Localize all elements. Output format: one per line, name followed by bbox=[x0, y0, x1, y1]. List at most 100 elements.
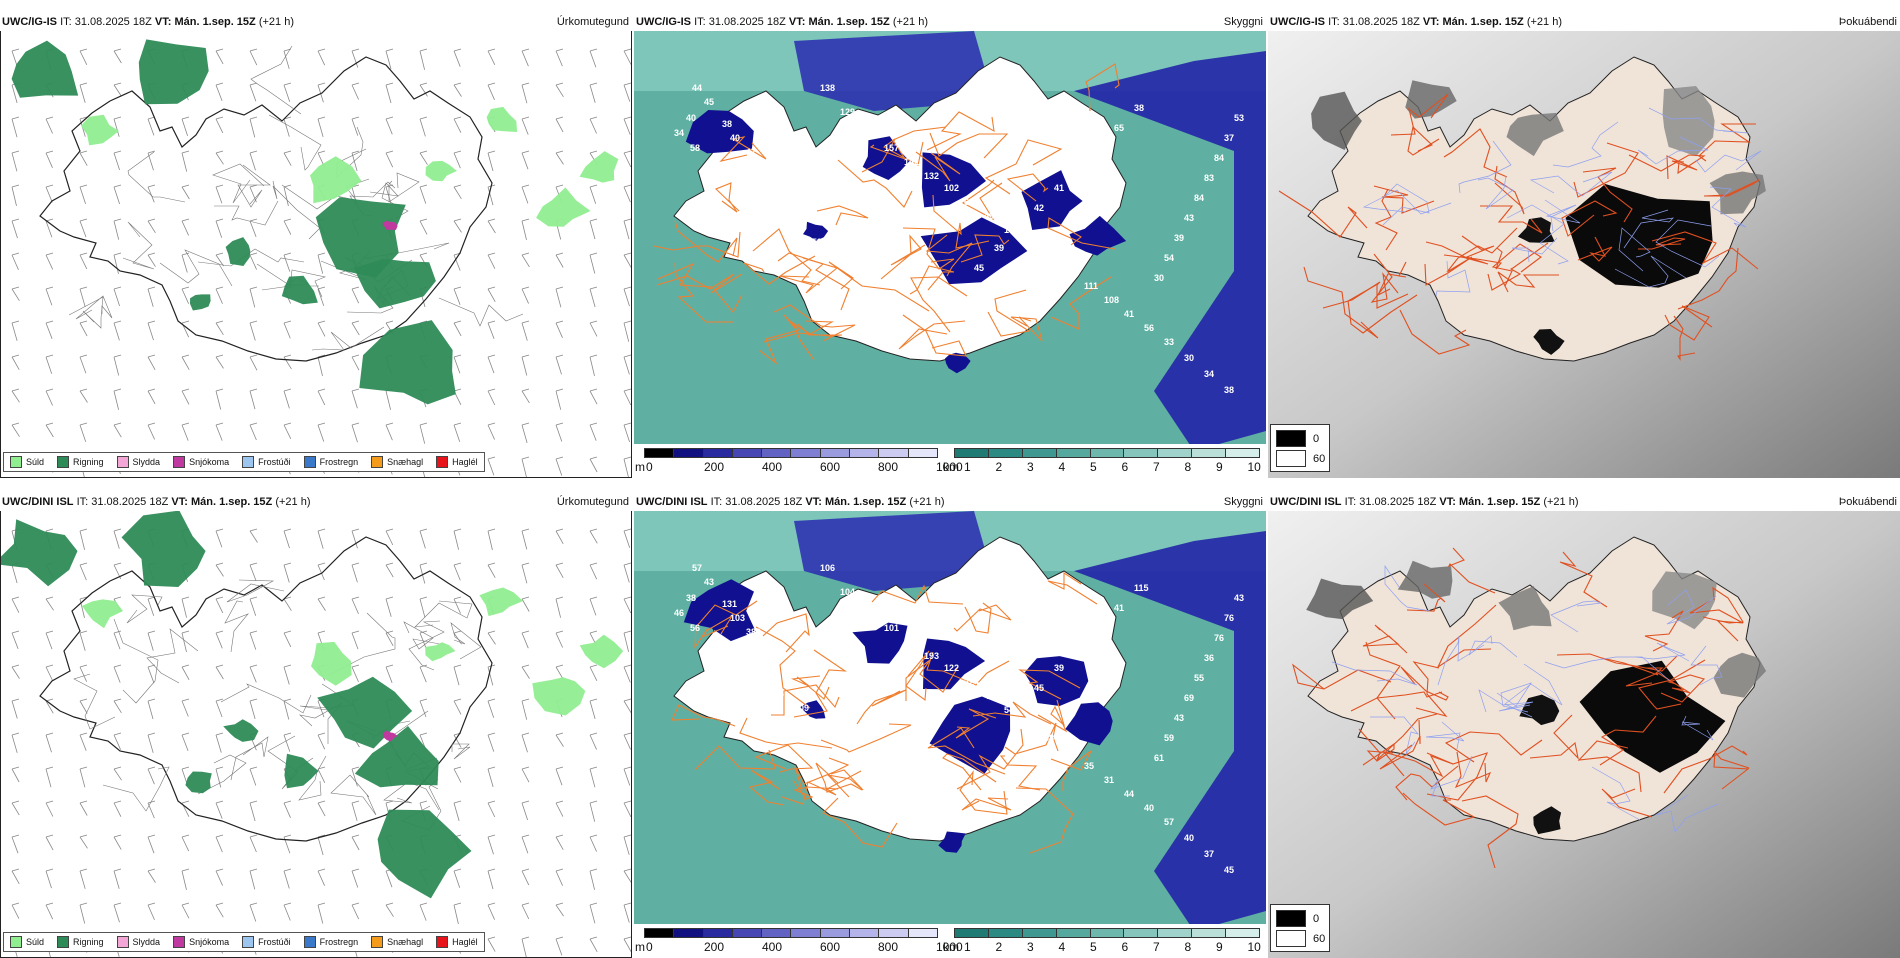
visibility-label: 142 bbox=[904, 157, 919, 167]
colorbar-cell bbox=[955, 449, 989, 457]
visibility-label: 30 bbox=[1184, 353, 1194, 363]
visibility-label: 37 bbox=[1204, 849, 1214, 859]
legend-item: Snjókoma bbox=[173, 456, 229, 468]
colorbar-cell bbox=[1124, 929, 1159, 937]
legend-swatch bbox=[242, 936, 255, 948]
model-name: UWC/DINI ISL bbox=[2, 496, 74, 508]
colorbar-cell bbox=[908, 449, 937, 457]
panel-title: Úrkomutegund bbox=[556, 496, 629, 508]
wind-barbs bbox=[11, 48, 632, 478]
colorbar-cell bbox=[791, 449, 821, 457]
visibility-map: 5743384656594241384510911813110338910810… bbox=[634, 511, 1266, 958]
legend-item: Haglél bbox=[436, 456, 478, 468]
legend-swatch bbox=[10, 456, 22, 468]
visibility-label: 109 bbox=[794, 703, 809, 713]
tick-label: 9 bbox=[1216, 940, 1223, 954]
tick-label: 7 bbox=[1153, 460, 1160, 474]
visibility-label: 102 bbox=[944, 183, 959, 193]
panel-header: UWC/DINI ISL IT: 31.08.2025 18Z VT: Mán.… bbox=[0, 493, 632, 511]
panel-title: Úrkomutegund bbox=[556, 16, 629, 28]
colorbar-cell bbox=[1192, 449, 1227, 457]
tick-label: 5 bbox=[1090, 940, 1097, 954]
legend-swatch bbox=[436, 936, 449, 948]
visibility-label: 65 bbox=[1114, 123, 1124, 133]
visibility-label: 131 bbox=[722, 599, 737, 609]
precip-legend: Súld Rigning Slydda Snjókoma Frostúði Frostre… bbox=[3, 932, 485, 952]
legend-item: Slydda bbox=[116, 936, 161, 948]
visibility-label: 157 bbox=[884, 143, 899, 153]
colorbar-cell bbox=[820, 449, 851, 457]
legend-item: 0 bbox=[1276, 430, 1319, 447]
visibility-label: 54 bbox=[1004, 705, 1014, 715]
visibility-label: 43 bbox=[1184, 213, 1194, 223]
visibility-label: 56 bbox=[690, 623, 700, 633]
tick-label: 200 bbox=[704, 460, 725, 474]
tick-label: 4 bbox=[1058, 940, 1066, 954]
visibility-label: 59 bbox=[1164, 733, 1174, 743]
colorbar-cell bbox=[1090, 449, 1125, 457]
legend-swatch bbox=[1276, 430, 1306, 447]
visibility-label: 33 bbox=[1164, 337, 1174, 347]
visibility-label: 38 bbox=[686, 593, 696, 603]
legend-item: Snæhagl bbox=[371, 936, 423, 948]
colorbar-cell bbox=[1124, 449, 1159, 457]
visibility-label: 43 bbox=[1174, 713, 1184, 723]
legend-item: 0 bbox=[1276, 910, 1319, 927]
visibility-label: 39 bbox=[994, 243, 1004, 253]
legend-label: Súld bbox=[26, 457, 45, 467]
visibility-label: 101 bbox=[1064, 267, 1079, 277]
colorbar-cell bbox=[1056, 929, 1091, 937]
model-name: UWC/DINI ISL bbox=[636, 496, 708, 508]
visibility-map: 4445403458673956454840593840474513812915… bbox=[634, 31, 1266, 478]
legend-swatch bbox=[116, 936, 129, 948]
panel-header: UWC/DINI ISL IT: 31.08.2025 18Z VT: Mán.… bbox=[634, 493, 1266, 511]
legend-item: Frostúði bbox=[242, 456, 291, 468]
model-name: UWC/DINI ISL bbox=[1270, 496, 1342, 508]
visibility-label: 43 bbox=[1234, 593, 1244, 603]
visibility-label: 44 bbox=[1124, 789, 1134, 799]
precip-map bbox=[0, 31, 632, 478]
visibility-label: 46 bbox=[674, 608, 684, 618]
colorbar-cell bbox=[988, 449, 1023, 457]
tick-label: 6 bbox=[1121, 460, 1129, 474]
visibility-label: 34 bbox=[674, 128, 684, 138]
visibility-label: 93 bbox=[1044, 253, 1054, 263]
tick-label: 600 bbox=[820, 940, 841, 954]
tick-label: 1000 bbox=[936, 460, 963, 474]
tick-label: 1 bbox=[964, 460, 971, 474]
visibility-label: 41 bbox=[744, 663, 754, 673]
visibility-label: 60 bbox=[964, 197, 974, 207]
tick-label: 9 bbox=[1216, 460, 1223, 474]
tick-label: 2 bbox=[995, 460, 1003, 474]
tick-label: 2 bbox=[995, 940, 1003, 954]
legend-label: Slydda bbox=[132, 937, 161, 947]
visibility-label: 40 bbox=[730, 133, 740, 143]
colorbar-cell bbox=[879, 449, 909, 457]
visibility-label: 84 bbox=[1214, 153, 1224, 163]
colorbar-cell bbox=[1022, 929, 1057, 937]
visibility-label: 55 bbox=[1194, 673, 1204, 683]
vis-panel-igis: UWC/IG-IS IT: 31.08.2025 18Z VT: Mán. 1.… bbox=[634, 13, 1266, 478]
visibility-label: 56 bbox=[744, 183, 754, 193]
legend-item: Frostregn bbox=[303, 936, 358, 948]
tick-label: 600 bbox=[820, 460, 841, 474]
panel-title: Þokuábendi bbox=[1838, 16, 1897, 28]
visibility-label: 118 bbox=[812, 717, 827, 727]
fog-panel-igis: UWC/IG-IS IT: 31.08.2025 18Z VT: Mán. 1.… bbox=[1268, 13, 1900, 478]
visibility-label: 84 bbox=[1194, 193, 1204, 203]
fog-map bbox=[1268, 511, 1900, 958]
visibility-label: 40 bbox=[1144, 803, 1154, 813]
visibility-label: 35 bbox=[1084, 761, 1094, 771]
visibility-label: 115 bbox=[1134, 583, 1149, 593]
visibility-label: 42 bbox=[1074, 643, 1084, 653]
colorbar-cell bbox=[703, 929, 733, 937]
tick-label: 6 bbox=[1121, 940, 1129, 954]
fog-map bbox=[1268, 31, 1900, 478]
colorbar-cell bbox=[732, 929, 763, 937]
legend-item: Súld bbox=[10, 456, 44, 468]
visibility-label: 101 bbox=[884, 623, 899, 633]
panel-header: UWC/IG-IS IT: 31.08.2025 18Z VT: Mán. 1.… bbox=[634, 13, 1266, 31]
legend-swatch bbox=[1276, 450, 1306, 467]
colorbar-cell bbox=[1158, 929, 1193, 937]
tick-label: 0 bbox=[646, 460, 653, 474]
